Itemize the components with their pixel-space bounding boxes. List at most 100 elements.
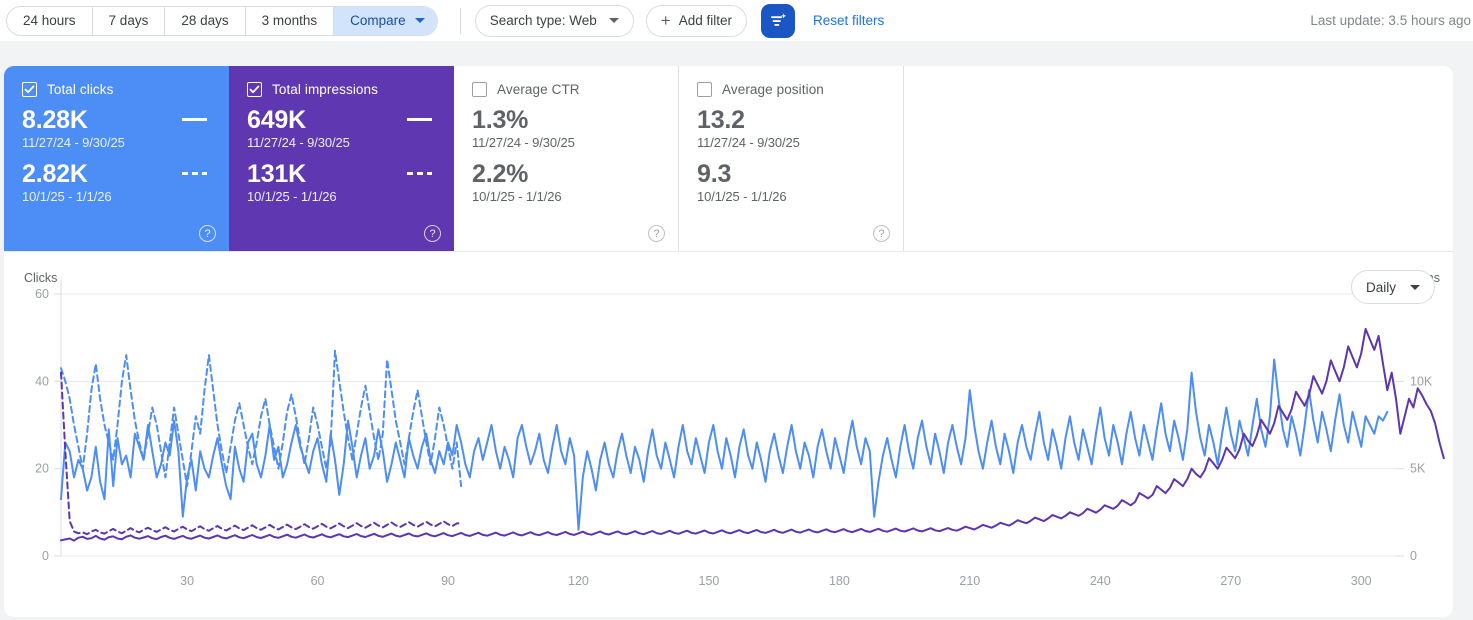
help-icon[interactable]: ? [648, 225, 665, 242]
average-position-checkbox[interactable] [697, 82, 712, 97]
metric-card-header: Total impressions [247, 82, 436, 97]
metric-primary-row: 8.28K [22, 106, 211, 134]
date-range-3-months[interactable]: 3 months [246, 6, 335, 35]
add-filter-button[interactable]: + Add filter [645, 4, 747, 37]
metric-primary-row: 1.3% [472, 106, 660, 134]
metric-compare-range: 10/1/25 - 1/1/26 [247, 189, 337, 204]
metric-card-total-clicks[interactable]: Total clicks 8.28K 11/27/24 - 9/30/25 2.… [4, 66, 229, 251]
svg-text:10K: 10K [1410, 374, 1433, 388]
metric-cards-row: Total clicks 8.28K 11/27/24 - 9/30/25 2.… [4, 66, 1453, 252]
metric-compare-row: 9.3 [697, 160, 885, 188]
metric-compare-range: 10/1/25 - 1/1/26 [22, 189, 112, 204]
date-range-28-days-label: 28 days [181, 13, 229, 28]
metric-card-title: Average position [722, 82, 824, 97]
total-impressions-checkbox[interactable] [247, 82, 262, 97]
metric-primary-value: 8.28K [22, 106, 88, 134]
svg-text:20: 20 [35, 462, 49, 476]
metric-compare-row: 131K [247, 160, 436, 188]
date-range-28-days[interactable]: 28 days [165, 6, 246, 35]
metric-compare-value: 2.2% [472, 160, 529, 188]
tune-sparkle-icon [770, 12, 787, 26]
legend-dashed-line-icon [182, 172, 207, 175]
metric-compare-range: 10/1/25 - 1/1/26 [472, 189, 562, 204]
granularity-select[interactable]: Daily [1350, 270, 1435, 304]
metric-card-total-impressions[interactable]: Total impressions 649K 11/27/24 - 9/30/2… [229, 66, 454, 251]
date-range-compare[interactable]: Compare [334, 6, 437, 35]
metric-cards-filler [904, 66, 1453, 251]
metric-card-average-position[interactable]: Average position 13.2 11/27/24 - 9/30/25… [679, 66, 904, 251]
help-icon[interactable]: ? [873, 225, 890, 242]
chart-series-line [60, 349, 463, 488]
metric-compare-row: 2.2% [472, 160, 660, 188]
chart-canvas: 020406005K10K15K306090120150180210240270… [35, 280, 1445, 588]
metric-primary-row: 13.2 [697, 106, 885, 134]
help-icon[interactable]: ? [199, 225, 216, 242]
average-ctr-checkbox[interactable] [472, 82, 487, 97]
last-update-text: Last update: 3.5 hours ago [1310, 13, 1471, 28]
legend-solid-line-icon [182, 118, 207, 121]
metric-primary-value: 649K [247, 106, 306, 134]
chart-series-line [60, 358, 1389, 531]
date-range-compare-label: Compare [350, 13, 406, 28]
chart-series-line [60, 327, 1445, 542]
svg-text:60: 60 [311, 574, 325, 588]
legend-dashed-line-icon [407, 172, 432, 175]
svg-text:270: 270 [1220, 574, 1241, 588]
chevron-down-icon [414, 18, 425, 23]
metric-compare-value: 131K [247, 160, 306, 188]
metric-card-title: Total clicks [47, 82, 114, 97]
svg-text:210: 210 [959, 574, 980, 588]
performance-panel: Total clicks 8.28K 11/27/24 - 9/30/25 2.… [4, 66, 1453, 617]
metric-primary-value: 13.2 [697, 106, 745, 134]
metric-compare-value: 9.3 [697, 160, 732, 188]
metric-card-header: Average CTR [472, 82, 660, 97]
add-filter-label: Add filter [678, 13, 732, 28]
metric-primary-row: 649K [247, 106, 436, 134]
chart-series-line [60, 371, 463, 536]
svg-text:300: 300 [1351, 574, 1372, 588]
ai-filter-button[interactable] [760, 3, 795, 38]
search-type-filter[interactable]: Search type: Web [474, 4, 634, 37]
svg-text:90: 90 [441, 574, 455, 588]
left-axis-title: Clicks [24, 271, 58, 285]
metric-card-title: Average CTR [497, 82, 580, 97]
date-range-3-months-label: 3 months [261, 13, 318, 28]
svg-text:240: 240 [1090, 574, 1111, 588]
top-toolbar: 24 hours 7 days 28 days 3 months Compare… [0, 0, 1473, 41]
legend-solid-line-icon [407, 118, 432, 121]
svg-text:40: 40 [35, 374, 49, 388]
metric-primary-value: 1.3% [472, 106, 529, 134]
svg-text:150: 150 [699, 574, 720, 588]
chevron-down-icon [1410, 284, 1420, 290]
metric-primary-range: 11/27/24 - 9/30/25 [22, 135, 125, 150]
metric-card-header: Average position [697, 82, 885, 97]
svg-text:0: 0 [1410, 549, 1417, 563]
metric-compare-row: 2.82K [22, 160, 211, 188]
performance-chart: Daily Clicks Impressions 020406005K10K15… [4, 252, 1453, 616]
date-range-7-days-label: 7 days [108, 13, 149, 28]
date-range-7-days[interactable]: 7 days [93, 6, 166, 35]
date-range-segmented-control[interactable]: 24 hours 7 days 28 days 3 months Compare [6, 5, 438, 36]
reset-filters-link[interactable]: Reset filters [812, 13, 885, 28]
toolbar-divider [459, 7, 461, 34]
metric-card-title: Total impressions [272, 82, 378, 97]
check-icon [24, 85, 35, 94]
svg-text:5K: 5K [1410, 462, 1426, 476]
svg-text:120: 120 [568, 574, 589, 588]
plus-icon: + [660, 11, 671, 30]
svg-text:180: 180 [829, 574, 850, 588]
granularity-label: Daily [1365, 279, 1396, 295]
metric-primary-range: 11/27/24 - 9/30/25 [472, 135, 575, 150]
metric-compare-range: 10/1/25 - 1/1/26 [697, 189, 787, 204]
svg-text:0: 0 [42, 549, 49, 563]
check-icon [249, 85, 260, 94]
date-range-24-hours[interactable]: 24 hours [7, 6, 93, 35]
metric-card-average-ctr[interactable]: Average CTR 1.3% 11/27/24 - 9/30/25 2.2%… [454, 66, 679, 251]
metric-primary-range: 11/27/24 - 9/30/25 [697, 135, 800, 150]
total-clicks-checkbox[interactable] [22, 82, 37, 97]
metric-primary-range: 11/27/24 - 9/30/25 [247, 135, 350, 150]
help-icon[interactable]: ? [424, 225, 441, 242]
metric-card-header: Total clicks [22, 82, 211, 97]
chevron-down-icon [608, 18, 619, 23]
date-range-24-hours-label: 24 hours [23, 13, 76, 28]
